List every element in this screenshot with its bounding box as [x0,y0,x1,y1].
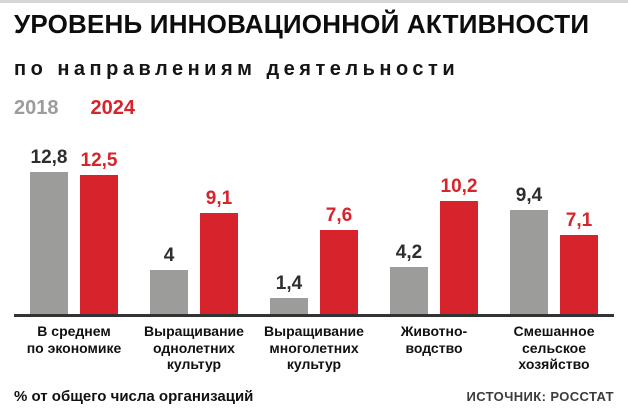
bar-2018: 4 [150,245,188,315]
chart-category-labels: В среднем по экономике Выращивание одноле… [14,323,614,373]
bar-group: 1,4 7,6 [254,205,374,315]
bar-rect-2018 [270,298,308,315]
bar-2024: 10,2 [440,176,478,315]
bar-rect-2018 [390,267,428,315]
bar-2024: 7,6 [320,205,358,315]
value-label-2024: 9,1 [205,188,233,210]
legend-item-2024: 2024 [90,97,136,120]
chart-legend: 2018 2024 [14,97,614,120]
source-credit: ИСТОЧНИК: РОССТАТ [466,389,614,404]
bar-rect-2018 [30,172,68,315]
category-label: Выращивание многолетних культур [264,323,364,373]
value-label-2018: 4,2 [395,242,423,264]
bar-group: 12,8 12,5 [14,147,134,315]
bar-2024: 9,1 [200,188,238,315]
value-label-2024: 12,5 [80,150,118,172]
value-label-2024: 7,6 [325,205,353,227]
legend-item-2018: 2018 [14,97,59,120]
bar-group: 4 9,1 [134,188,254,315]
value-label-2024: 7,1 [565,210,593,232]
value-label-2018: 4 [163,245,175,267]
chart-plot-area: 12,8 12,5 4 9,1 1,4 7,6 4,2 10,2 9,4 7,1 [14,146,614,318]
bar-group: 4,2 10,2 [374,176,494,315]
bar-rect-2018 [150,270,188,315]
page-title: УРОВЕНЬ ИННОВАЦИОННОЙ АКТИВНОСТИ [14,9,590,39]
value-label-2018: 12,8 [30,147,68,169]
bar-2018: 4,2 [390,242,428,315]
bar-2018: 9,4 [510,185,548,315]
bar-2024: 7,1 [560,210,598,315]
bar-rect-2024 [80,175,118,315]
bar-rect-2024 [320,230,358,315]
category-label: Животно- водство [400,323,468,356]
value-label-2024: 10,2 [440,176,478,198]
value-label-2018: 1,4 [275,273,303,295]
bar-rect-2024 [200,213,238,315]
bar-group: 9,4 7,1 [494,185,614,315]
bar-rect-2024 [560,235,598,315]
bar-2018: 1,4 [270,273,308,315]
units-note: % от общего числа организаций [14,388,254,405]
category-label: Смешанное сельское хозяйство [513,323,595,373]
bar-2018: 12,8 [30,147,68,315]
bar-2024: 12,5 [80,150,118,315]
page-subtitle: по направлениям деятельности [14,58,460,81]
category-label: В среднем по экономике [26,323,122,356]
value-label-2018: 9,4 [515,185,543,207]
chart-footer: % от общего числа организаций ИСТОЧНИК: … [14,388,614,405]
bar-rect-2024 [440,201,478,315]
bar-chart: 12,8 12,5 4 9,1 1,4 7,6 4,2 10,2 9,4 7,1 В средне… [14,146,614,373]
bar-rect-2018 [510,210,548,315]
category-label: Выращивание однолетних культур [144,323,244,373]
